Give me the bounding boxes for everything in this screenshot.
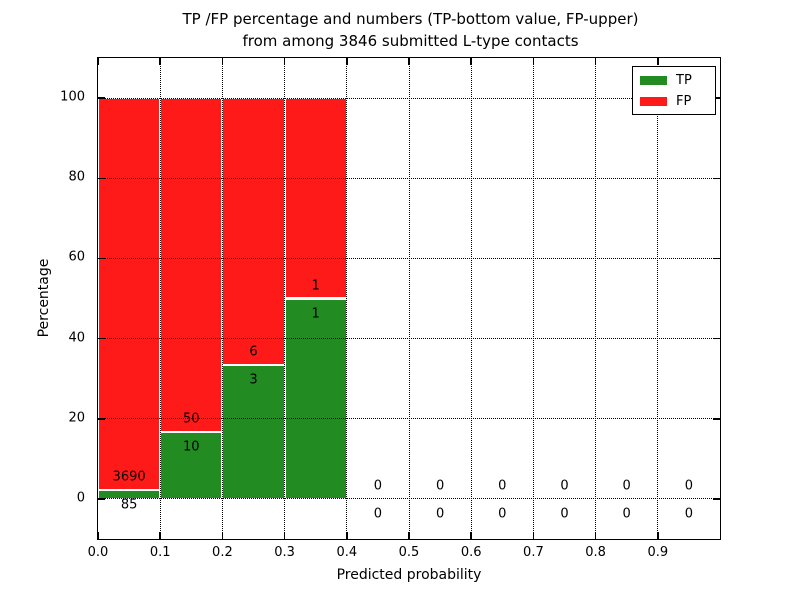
tick-mark bbox=[98, 97, 105, 99]
bar-segment-tp bbox=[222, 365, 285, 499]
legend: TP FP bbox=[632, 66, 716, 115]
tick-mark bbox=[159, 58, 161, 65]
y-tick-label: 100 bbox=[60, 89, 85, 105]
chart-title: TP /FP percentage and numbers (TP-bottom… bbox=[98, 8, 723, 52]
gridline-x bbox=[408, 58, 410, 539]
y-tick-label: 20 bbox=[68, 410, 85, 426]
tp-legend-swatch bbox=[640, 75, 667, 85]
tp-count-label: 0 bbox=[373, 506, 383, 522]
y-tick-label: 80 bbox=[68, 169, 85, 185]
x-tick-label: 0.6 bbox=[460, 545, 482, 560]
tick-mark bbox=[346, 532, 348, 539]
gridline-x bbox=[284, 58, 286, 539]
tick-mark bbox=[713, 257, 720, 260]
legend-item-tp: TP bbox=[640, 71, 708, 89]
fp-count-label: 0 bbox=[498, 478, 507, 494]
tick-mark bbox=[713, 177, 720, 179]
tick-mark bbox=[713, 337, 720, 340]
tick-mark bbox=[221, 532, 224, 539]
legend-label-tp: TP bbox=[676, 72, 692, 88]
y-tick-label: 40 bbox=[68, 330, 85, 346]
tick-mark bbox=[221, 58, 224, 65]
tp-count-label: 10 bbox=[183, 439, 200, 455]
tick-mark bbox=[713, 498, 720, 500]
plot-area: TP FP 3690 85 50 10 6 3 1 1 0 0 0 0 0 0 0 0 0 0 0 0 bbox=[97, 57, 721, 540]
fp-count-label: 1 bbox=[311, 278, 320, 293]
x-tick-label: 0.2 bbox=[212, 545, 233, 560]
tp-count-label: 0 bbox=[498, 506, 507, 522]
bar-segment-fp bbox=[222, 98, 285, 366]
tick-mark bbox=[98, 498, 105, 500]
gridline-x bbox=[532, 58, 534, 539]
tick-mark bbox=[97, 532, 99, 539]
gridline-x bbox=[346, 58, 348, 539]
tick-mark bbox=[713, 97, 720, 99]
x-tick-label: 0.1 bbox=[149, 545, 171, 560]
tick-mark bbox=[346, 58, 348, 65]
tick-mark bbox=[159, 532, 161, 539]
gridline-x bbox=[470, 58, 472, 539]
y-tick-label: 0 bbox=[76, 490, 85, 506]
bar-segment-tp bbox=[98, 489, 161, 499]
tick-mark bbox=[283, 58, 286, 65]
bar-segment-fp bbox=[160, 98, 223, 433]
fp-count-label: 0 bbox=[560, 478, 569, 494]
tp-count-label: 3 bbox=[249, 372, 258, 388]
x-tick-label: 0.9 bbox=[647, 545, 669, 560]
tick-mark bbox=[657, 532, 659, 539]
x-tick-label: 0.5 bbox=[398, 545, 420, 560]
y-tick-label: 60 bbox=[68, 249, 85, 265]
gridline-x bbox=[221, 58, 223, 539]
tick-mark bbox=[470, 58, 472, 65]
tick-mark bbox=[408, 532, 410, 539]
bar-segment-tp bbox=[284, 298, 347, 499]
tick-mark bbox=[283, 532, 286, 539]
tick-mark bbox=[594, 532, 597, 539]
fp-count-label: 3690 bbox=[112, 469, 146, 485]
tp-count-label: 0 bbox=[622, 506, 631, 522]
x-tick-label: 0.0 bbox=[87, 545, 109, 560]
tick-mark bbox=[532, 532, 535, 539]
tick-mark bbox=[713, 418, 720, 420]
legend-label-fp: FP bbox=[676, 93, 692, 109]
tp-count-label: 0 bbox=[684, 506, 694, 522]
tick-mark bbox=[594, 58, 597, 65]
tick-mark bbox=[97, 58, 99, 65]
x-tick-label: 0.3 bbox=[274, 545, 295, 560]
tick-mark bbox=[98, 177, 105, 179]
tick-mark bbox=[98, 418, 105, 420]
tick-mark bbox=[98, 257, 105, 260]
x-axis-label: Predicted probability bbox=[336, 567, 482, 583]
fp-count-label: 0 bbox=[684, 478, 694, 494]
legend-item-fp: FP bbox=[640, 92, 708, 110]
tick-mark bbox=[98, 337, 105, 340]
gridline-x bbox=[595, 58, 597, 539]
tick-mark bbox=[470, 532, 472, 539]
tp-count-label: 0 bbox=[560, 506, 569, 522]
fp-count-label: 0 bbox=[622, 478, 631, 494]
tick-mark bbox=[532, 58, 535, 65]
fp-count-label: 0 bbox=[435, 478, 445, 494]
fp-count-label: 0 bbox=[373, 478, 383, 494]
fp-count-label: 50 bbox=[183, 411, 200, 427]
x-tick-label: 0.8 bbox=[585, 545, 606, 560]
x-tick-label: 0.4 bbox=[336, 545, 358, 560]
gridline-x bbox=[159, 58, 161, 539]
tick-mark bbox=[408, 58, 410, 65]
tp-count-label: 85 bbox=[120, 497, 138, 513]
tick-mark bbox=[657, 58, 659, 65]
bar-segment-fp bbox=[98, 98, 161, 490]
fp-count-label: 6 bbox=[249, 344, 258, 360]
chart-title-line1: TP /FP percentage and numbers (TP-bottom… bbox=[182, 10, 639, 28]
fp-legend-swatch bbox=[640, 96, 667, 106]
x-tick-labels: 0.0 0.1 0.2 0.3 0.4 0.5 0.6 0.7 0.8 0.9 bbox=[88, 541, 720, 561]
x-tick-label: 0.7 bbox=[523, 545, 544, 560]
gridline-x bbox=[657, 58, 659, 539]
tp-count-label: 1 bbox=[311, 306, 320, 321]
y-tick-labels: 0 20 40 60 80 100 bbox=[0, 57, 91, 538]
bar-segment-fp bbox=[284, 98, 347, 299]
tp-count-label: 0 bbox=[435, 506, 445, 522]
chart-title-line2: from among 3846 submitted L-type contact… bbox=[242, 32, 579, 50]
